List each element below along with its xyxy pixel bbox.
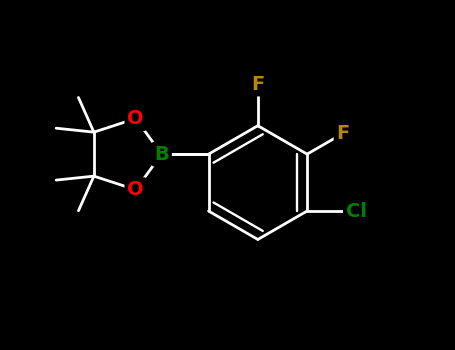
Text: Cl: Cl [346,202,367,220]
Text: B: B [154,145,169,164]
Text: O: O [127,180,144,199]
Text: F: F [337,124,350,143]
Text: O: O [127,109,144,128]
Text: F: F [251,75,264,93]
